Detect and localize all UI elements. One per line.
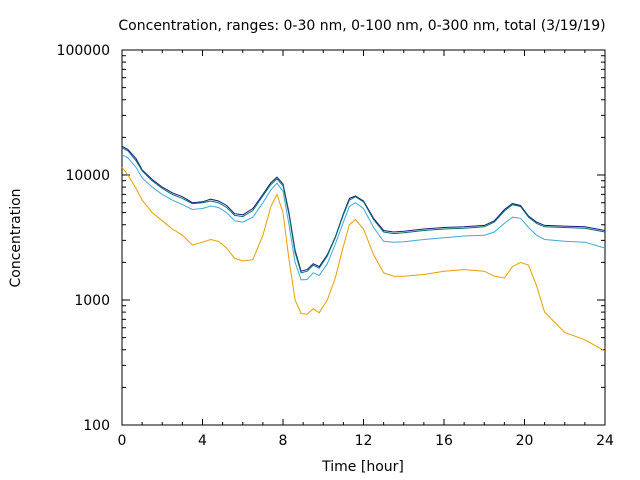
x-tick-label: 0 [118,433,127,449]
x-tick-label: 20 [516,433,534,449]
y-tick-label: 1000 [74,293,110,309]
y-axis: 100 1000 10000 100000 [57,43,605,434]
y-tick-label: 10000 [65,168,110,184]
y-tick-label: 100000 [57,43,110,59]
series-line-2 [121,147,606,274]
x-tick-label: 24 [596,433,614,449]
series-line-3 [121,154,606,281]
x-tick-label: 4 [198,433,207,449]
x-axis: 0 4 8 12 16 20 24 [118,50,614,449]
plot-area-frame [121,49,606,426]
y-tick-label: 100 [83,418,110,434]
series-line-4 [121,167,606,352]
series-group [121,145,606,352]
chart-title: Concentration, ranges: 0-30 nm, 0-100 nm… [118,18,605,34]
y-axis-label: Concentration [8,188,24,287]
x-tick-label: 8 [279,433,288,449]
series-line-1 [121,145,606,272]
x-axis-label: Time [hour] [321,459,404,475]
x-tick-label: 12 [355,433,373,449]
x-tick-label: 16 [435,433,453,449]
